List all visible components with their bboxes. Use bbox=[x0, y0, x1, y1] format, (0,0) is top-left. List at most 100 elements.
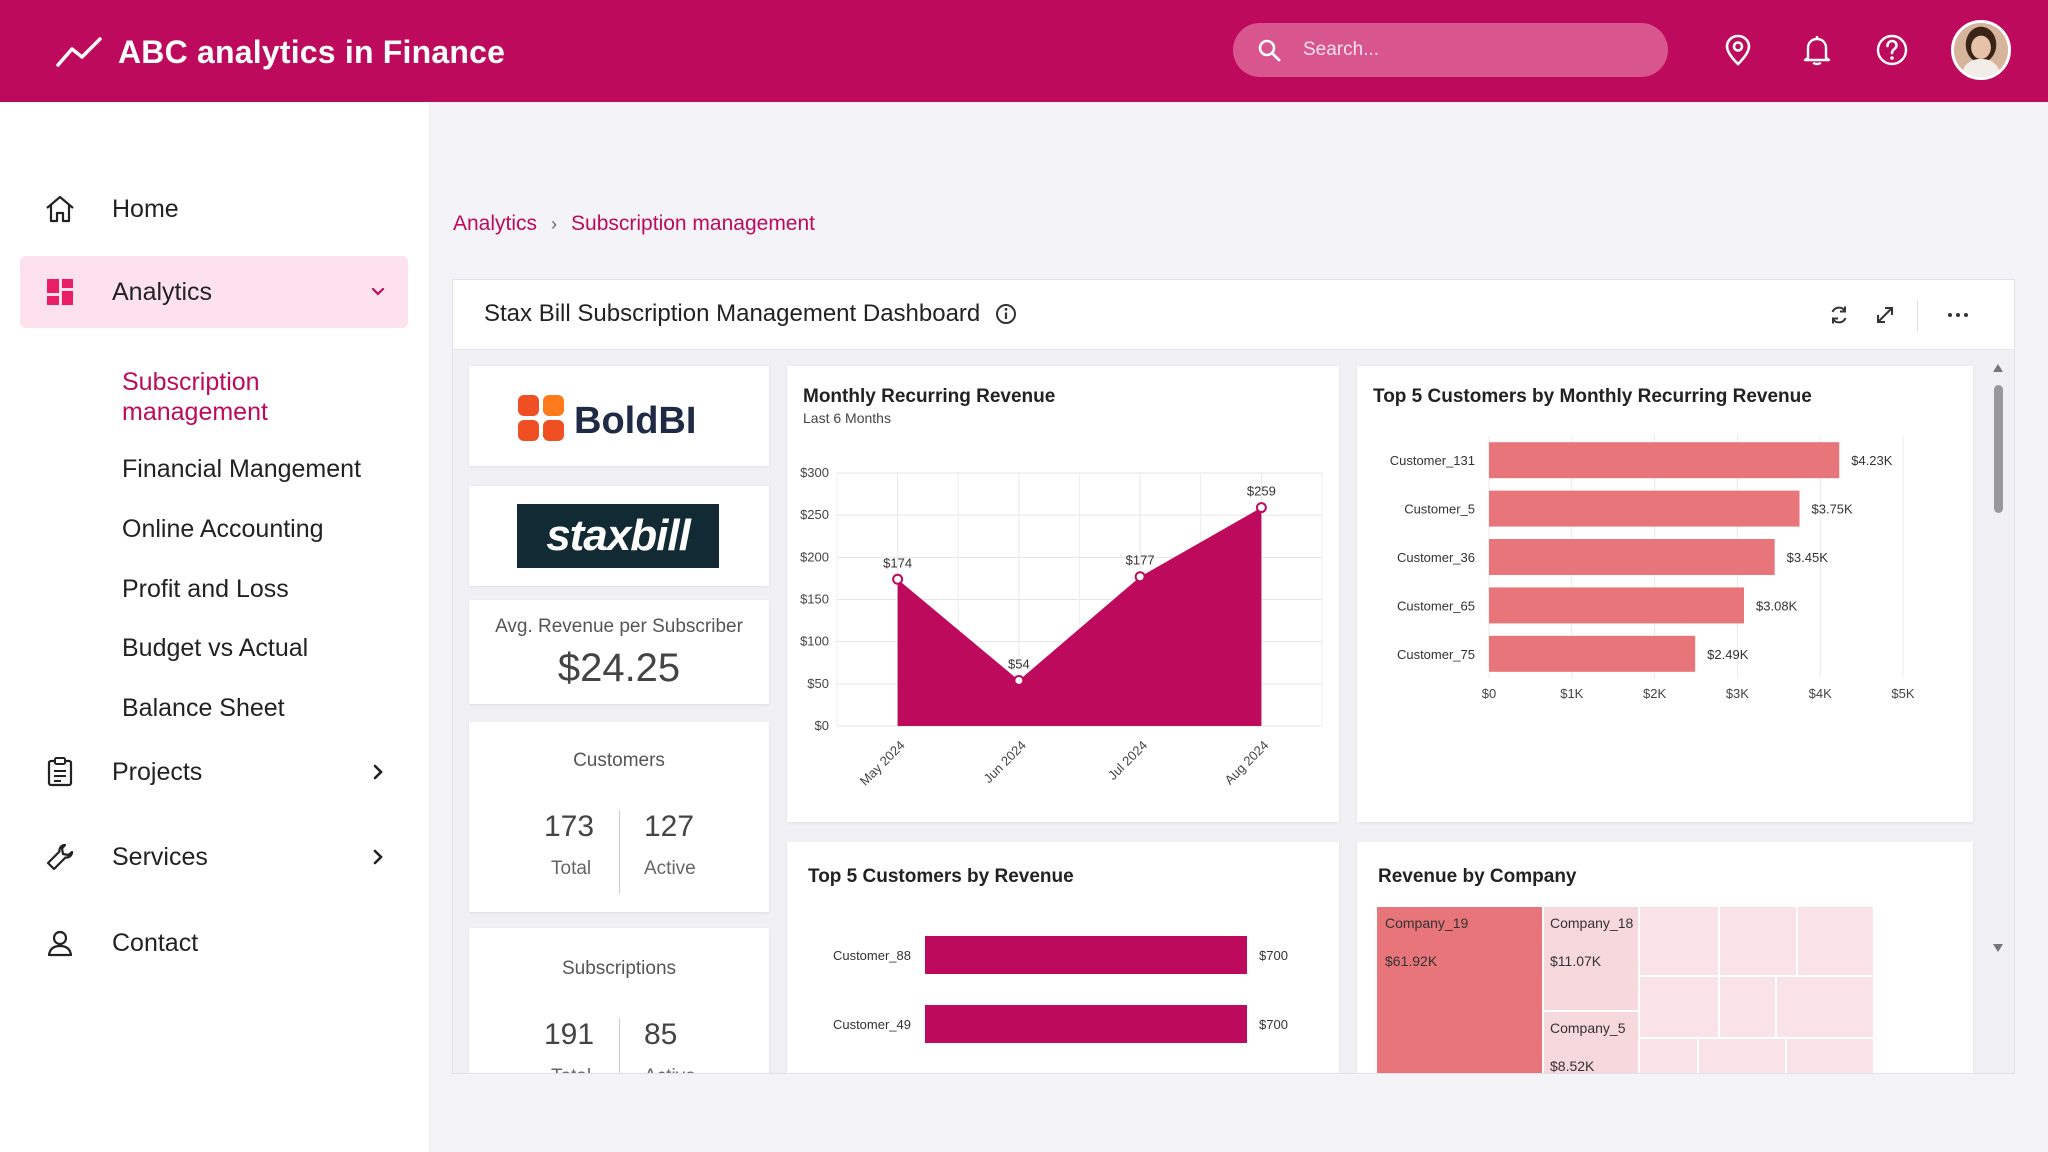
app-title: ABC analytics in Finance bbox=[118, 33, 506, 70]
y-tick-label: $250 bbox=[800, 507, 829, 522]
category-label: Customer_5 bbox=[1404, 502, 1475, 517]
subscriptions-card: Subscriptions 191 Total 85 Active bbox=[469, 928, 769, 1073]
top5-mrr-bar-chart[interactable]: $0 $1K $2K $3K $4K $5K Customer_131 $4.23K Custo… bbox=[1357, 366, 1973, 822]
treemap-tile[interactable] bbox=[1699, 1039, 1785, 1073]
avatar[interactable] bbox=[1951, 20, 2011, 80]
data-label: $177 bbox=[1126, 553, 1155, 568]
treemap-tile[interactable] bbox=[1787, 1039, 1873, 1073]
treemap-tile-company-18[interactable]: Company_18 $11.07K bbox=[1544, 907, 1638, 1010]
help-button[interactable] bbox=[1872, 30, 1912, 70]
sidebar-item-label: Home bbox=[112, 194, 179, 223]
search-box[interactable] bbox=[1233, 23, 1668, 77]
mrr-area-chart[interactable]: $0 $50 $100 $150 $200 $250 $300 $174 $54 $177 $259… bbox=[787, 366, 1339, 822]
chevron-right-icon bbox=[373, 849, 383, 865]
y-tick-label: $150 bbox=[800, 592, 829, 607]
dashboard-scrollbar[interactable] bbox=[1987, 360, 2009, 1060]
bar bbox=[925, 1005, 1247, 1043]
treemap-tile-company-5[interactable]: Company_5 $8.52K bbox=[1544, 1012, 1638, 1073]
sidebar-item-services[interactable]: Services bbox=[20, 821, 408, 893]
mrr-chart-card: Monthly Recurring Revenue Last 6 Months … bbox=[787, 366, 1339, 822]
bar bbox=[1489, 539, 1775, 575]
category-label: Customer_65 bbox=[1397, 598, 1475, 613]
sidebar-item-home[interactable]: Home bbox=[20, 173, 408, 245]
more-options-icon[interactable] bbox=[1945, 302, 1971, 328]
sidebar-item-label: Services bbox=[112, 842, 208, 871]
sidebar-subitem-budget[interactable]: Budget vs Actual bbox=[122, 634, 309, 662]
sidebar-item-projects[interactable]: Projects bbox=[20, 736, 408, 808]
subscriptions-divider bbox=[619, 1018, 620, 1073]
clipboard-icon bbox=[30, 756, 90, 788]
sidebar-item-contact[interactable]: Contact bbox=[20, 907, 408, 979]
info-icon[interactable] bbox=[994, 302, 1018, 326]
data-label: $700 bbox=[1259, 948, 1288, 963]
treemap-tile[interactable] bbox=[1640, 907, 1718, 975]
x-tick-label: $1K bbox=[1560, 686, 1583, 701]
notifications-button[interactable] bbox=[1797, 30, 1837, 70]
wrench-icon bbox=[30, 841, 90, 873]
help-icon bbox=[1876, 34, 1908, 66]
top5-revenue-bar-chart[interactable]: Customer_88 $700 Customer_49 $700 bbox=[787, 842, 1339, 1074]
sidebar-subitem-balance-sheet[interactable]: Balance Sheet bbox=[122, 694, 285, 722]
x-tick-label: Jul 2024 bbox=[1105, 738, 1150, 783]
bar bbox=[1489, 635, 1696, 672]
customers-divider bbox=[619, 810, 620, 894]
top5-mrr-chart-title: Top 5 Customers by Monthly Recurring Rev… bbox=[1373, 386, 1812, 407]
staxbill-logo-card: staxbill bbox=[469, 486, 769, 586]
bar bbox=[1489, 587, 1745, 624]
subscriptions-total-value: 191 bbox=[544, 1018, 595, 1051]
toolbar-divider bbox=[1917, 300, 1918, 332]
treemap-tile-name: Company_5 bbox=[1550, 1020, 1626, 1036]
bar bbox=[1489, 490, 1800, 527]
scroll-up-icon[interactable] bbox=[1991, 362, 2005, 374]
treemap-tile[interactable] bbox=[1640, 977, 1718, 1037]
boldbi-logo: BoldBI bbox=[518, 395, 696, 442]
treemap-tile-value: $11.07K bbox=[1550, 953, 1602, 969]
breadcrumb-root[interactable]: Analytics bbox=[453, 212, 538, 235]
y-tick-label: $100 bbox=[800, 634, 829, 649]
location-button[interactable] bbox=[1718, 30, 1758, 70]
app-brand[interactable]: ABC analytics in Finance bbox=[56, 32, 505, 72]
treemap-tile[interactable] bbox=[1777, 977, 1873, 1037]
refresh-icon[interactable] bbox=[1826, 302, 1852, 328]
subscriptions-total-label: Total bbox=[551, 1066, 591, 1073]
y-tick-label: $300 bbox=[800, 465, 829, 480]
treemap-tile[interactable] bbox=[1720, 907, 1796, 975]
dashboard-header: Stax Bill Subscription Management Dashbo… bbox=[453, 280, 2014, 350]
treemap-tile-name: Company_18 bbox=[1550, 915, 1634, 931]
avg-revenue-card: Avg. Revenue per Subscriber $24.25 bbox=[469, 600, 769, 704]
bar bbox=[925, 936, 1247, 974]
x-tick-label: $4K bbox=[1809, 686, 1832, 701]
top5-mrr-chart-card: Top 5 Customers by Monthly Recurring Rev… bbox=[1357, 366, 1973, 822]
sidebar-subitem-profit-loss[interactable]: Profit and Loss bbox=[122, 575, 289, 603]
sidebar-subitem-subscription[interactable]: Subscription management bbox=[122, 368, 268, 426]
treemap-tile[interactable] bbox=[1640, 1039, 1697, 1073]
data-label: $54 bbox=[1008, 656, 1030, 671]
treemap-tile-company-19[interactable]: Company_19 $61.92K bbox=[1377, 907, 1542, 1073]
treemap-tile[interactable] bbox=[1798, 907, 1873, 975]
sidebar-item-analytics[interactable]: Analytics bbox=[20, 256, 408, 328]
top5-revenue-chart-title: Top 5 Customers by Revenue bbox=[808, 866, 1074, 887]
sidebar-subitem-online-accounting[interactable]: Online Accounting bbox=[122, 515, 324, 543]
sidebar-subitem-financial[interactable]: Financial Mangement bbox=[122, 455, 362, 483]
revenue-by-company-title: Revenue by Company bbox=[1378, 866, 1577, 887]
y-tick-label: $50 bbox=[807, 676, 829, 691]
expand-icon[interactable] bbox=[1872, 302, 1898, 328]
bell-icon bbox=[1803, 36, 1831, 66]
data-point bbox=[1134, 571, 1146, 583]
data-label: $2.49K bbox=[1707, 647, 1749, 662]
avg-revenue-value: $24.25 bbox=[557, 646, 681, 690]
x-tick-label: Aug 2024 bbox=[1222, 738, 1272, 788]
category-label: Customer_49 bbox=[833, 1017, 911, 1032]
search-input[interactable] bbox=[1303, 39, 1643, 61]
sidebar-item-label: Projects bbox=[112, 757, 203, 786]
avg-revenue-label: Avg. Revenue per Subscriber bbox=[495, 616, 743, 637]
data-label: $4.23K bbox=[1851, 453, 1893, 468]
treemap-tile[interactable] bbox=[1720, 977, 1775, 1037]
data-label: $700 bbox=[1259, 1017, 1288, 1032]
mrr-chart-title: Monthly Recurring Revenue bbox=[803, 386, 1056, 407]
customers-active-label: Active bbox=[644, 858, 696, 879]
data-point bbox=[1013, 674, 1025, 686]
scroll-thumb[interactable] bbox=[1994, 385, 2003, 513]
scroll-down-icon[interactable] bbox=[1991, 942, 2005, 954]
data-label: $3.75K bbox=[1812, 502, 1854, 517]
